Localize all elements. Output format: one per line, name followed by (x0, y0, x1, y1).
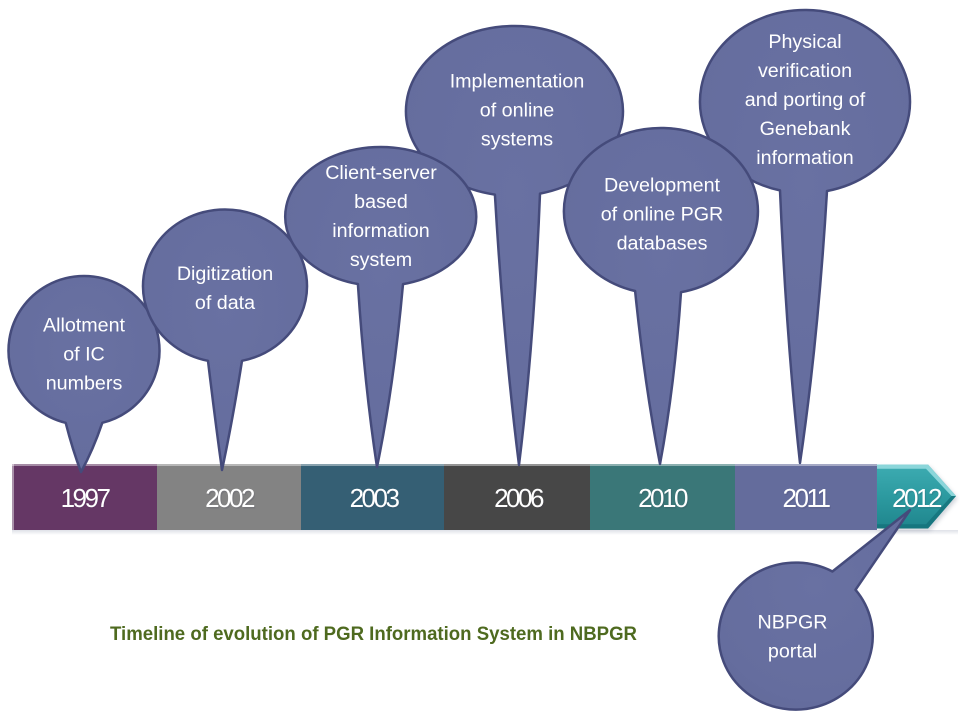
svg-text:system: system (350, 249, 412, 271)
svg-text:information: information (756, 147, 853, 169)
svg-text:2010: 2010 (639, 485, 689, 515)
svg-text:of data: of data (195, 292, 255, 314)
svg-text:1997: 1997 (61, 483, 111, 513)
svg-text:2002: 2002 (205, 483, 255, 513)
svg-text:portal: portal (768, 641, 817, 663)
svg-text:Development: Development (604, 175, 721, 197)
svg-text:Digitization: Digitization (177, 263, 273, 285)
svg-text:NBPGR: NBPGR (757, 612, 827, 634)
svg-text:2006: 2006 (494, 483, 544, 513)
svg-text:Allotment: Allotment (43, 315, 126, 337)
svg-text:numbers: numbers (46, 373, 123, 395)
svg-text:2006: 2006 (495, 485, 545, 515)
svg-text:systems: systems (481, 129, 553, 151)
svg-text:2011: 2011 (783, 483, 831, 513)
svg-text:1997: 1997 (61, 484, 111, 514)
svg-text:Implementation: Implementation (450, 71, 585, 93)
svg-text:and porting of: and porting of (745, 89, 866, 111)
svg-text:Timeline of evolution of PGR I: Timeline of evolution of PGR Information… (110, 624, 637, 645)
svg-text:Client-server: Client-server (325, 162, 437, 184)
svg-text:databases: databases (617, 233, 708, 255)
svg-text:2011: 2011 (784, 485, 832, 515)
svg-text:2002: 2002 (206, 485, 256, 515)
svg-text:2010: 2010 (638, 483, 688, 513)
svg-text:Genebank: Genebank (760, 118, 851, 140)
svg-text:2003: 2003 (351, 485, 401, 515)
svg-text:of IC: of IC (63, 344, 105, 366)
svg-text:2012: 2012 (893, 485, 943, 515)
svg-text:2012: 2012 (892, 483, 942, 513)
svg-text:2003: 2003 (350, 483, 400, 513)
svg-text:based: based (354, 191, 408, 213)
svg-text:of online: of online (480, 100, 554, 122)
svg-text:Physical: Physical (768, 31, 841, 53)
svg-text:verification: verification (758, 60, 852, 82)
svg-text:of online PGR: of online PGR (601, 204, 724, 226)
svg-text:information: information (332, 220, 429, 242)
